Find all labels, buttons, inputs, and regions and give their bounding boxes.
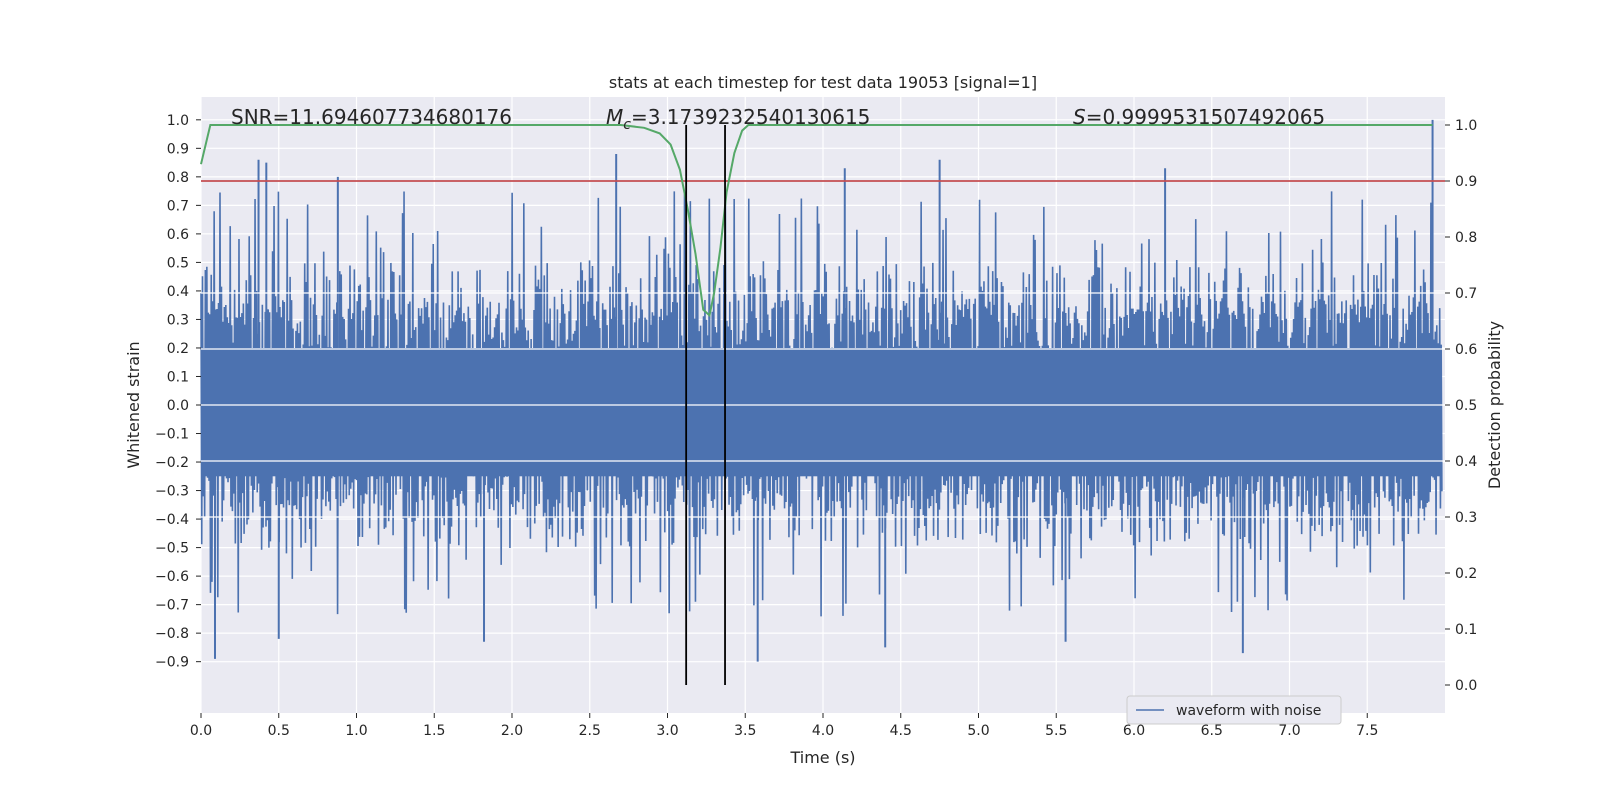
legend: waveform with noise [1126, 695, 1342, 725]
x-tick-label: 4.0 [812, 723, 834, 739]
snr-annotation: SNR=11.694607734680176 [231, 105, 512, 129]
chirp-mass-subscript: c [623, 117, 631, 133]
legend-box [1126, 695, 1342, 725]
y-tick-label: 0.0 [167, 398, 189, 414]
chart-title: stats at each timestep for test data 190… [609, 73, 1037, 92]
right-y-tick-label: 0.9 [1455, 174, 1477, 190]
right-y-tick-label: 0.0 [1455, 678, 1477, 694]
merger-window-lines [685, 125, 726, 685]
s-symbol: S [1073, 105, 1086, 129]
y-tick-label: −0.8 [155, 626, 189, 642]
y-tick-label: −0.2 [155, 455, 189, 471]
y-tick-label: 0.1 [167, 369, 189, 385]
x-tick-label: 3.5 [734, 723, 756, 739]
y-axis-ticks: −0.9 −0.8 −0.7 −0.6 −0.5 −0.4 −0.3 −0.2 −0.1 0.0 0… [155, 113, 201, 671]
x-tick-label: 6.5 [1201, 723, 1223, 739]
y-tick-label: −0.9 [155, 655, 189, 671]
y-tick-label: 0.5 [167, 255, 189, 271]
right-y-axis-label: Detection probability [1485, 321, 1504, 489]
right-y-tick-label: 0.4 [1455, 454, 1477, 470]
right-y-tick-label: 0.2 [1455, 566, 1477, 582]
y-tick-label: 0.8 [167, 170, 189, 186]
right-y-tick-label: 0.1 [1455, 622, 1477, 638]
y-tick-label: 0.3 [167, 312, 189, 328]
right-y-tick-label: 0.7 [1455, 286, 1477, 302]
x-tick-label: 1.5 [423, 723, 445, 739]
right-y-tick-label: 0.6 [1455, 342, 1477, 358]
right-y-tick-label: 0.8 [1455, 230, 1477, 246]
plot-area [200, 97, 1445, 713]
x-tick-label: 3.0 [656, 723, 678, 739]
waveform-core [201, 347, 1442, 477]
y-tick-label: −0.3 [155, 484, 189, 500]
y-tick-label: −0.6 [155, 569, 189, 585]
x-tick-label: 7.5 [1356, 723, 1378, 739]
right-y-tick-label: 0.3 [1455, 510, 1477, 526]
right-y-axis-ticks: 0.0 0.1 0.2 0.3 0.4 0.5 0.6 0.7 0.8 0.9 1.0 [1445, 118, 1477, 694]
x-tick-label: 2.5 [579, 723, 601, 739]
x-tick-label: 7.0 [1278, 723, 1300, 739]
y-axis-label: Whitened strain [124, 341, 143, 468]
y-tick-label: −0.5 [155, 541, 189, 557]
y-tick-label: 0.6 [167, 227, 189, 243]
legend-label-waveform: waveform with noise [1176, 703, 1321, 719]
x-tick-label: 0.0 [190, 723, 212, 739]
y-tick-label: 0.2 [167, 341, 189, 357]
detection-probability-series [200, 124, 1433, 318]
waveform-with-noise-series [200, 119, 1445, 662]
s-value: =0.9999531507492065 [1086, 105, 1325, 129]
y-tick-label: −0.4 [155, 512, 189, 528]
chirp-mass-annotation: Mc=3.1739232540130615 [606, 105, 870, 133]
x-axis-label: Time (s) [789, 748, 855, 767]
right-y-tick-label: 0.5 [1455, 398, 1477, 414]
x-axis-ticks: 0.0 0.5 1.0 1.5 2.0 2.5 3.0 3.5 4.0 4.5 5.0 5.5 6.0 6… [190, 713, 1378, 739]
chirp-mass-value: =3.1739232540130615 [631, 105, 870, 129]
y-tick-label: −0.7 [155, 598, 189, 614]
y-tick-label: 0.9 [167, 141, 189, 157]
x-tick-label: 6.0 [1123, 723, 1145, 739]
probability-line [200, 124, 1433, 318]
y-tick-label: −0.1 [155, 427, 189, 443]
x-tick-label: 0.5 [268, 723, 290, 739]
s-annotation: S=0.9999531507492065 [1073, 105, 1325, 129]
x-tick-label: 5.0 [967, 723, 989, 739]
x-tick-label: 2.0 [501, 723, 523, 739]
x-tick-label: 1.0 [345, 723, 367, 739]
right-y-tick-label: 1.0 [1455, 118, 1477, 134]
x-tick-label: 4.5 [890, 723, 912, 739]
y-tick-label: 0.4 [167, 284, 189, 300]
chirp-mass-symbol: M [606, 105, 623, 129]
x-tick-label: 5.5 [1045, 723, 1067, 739]
y-tick-label: 0.7 [167, 198, 189, 214]
y-tick-label: 1.0 [167, 113, 189, 129]
